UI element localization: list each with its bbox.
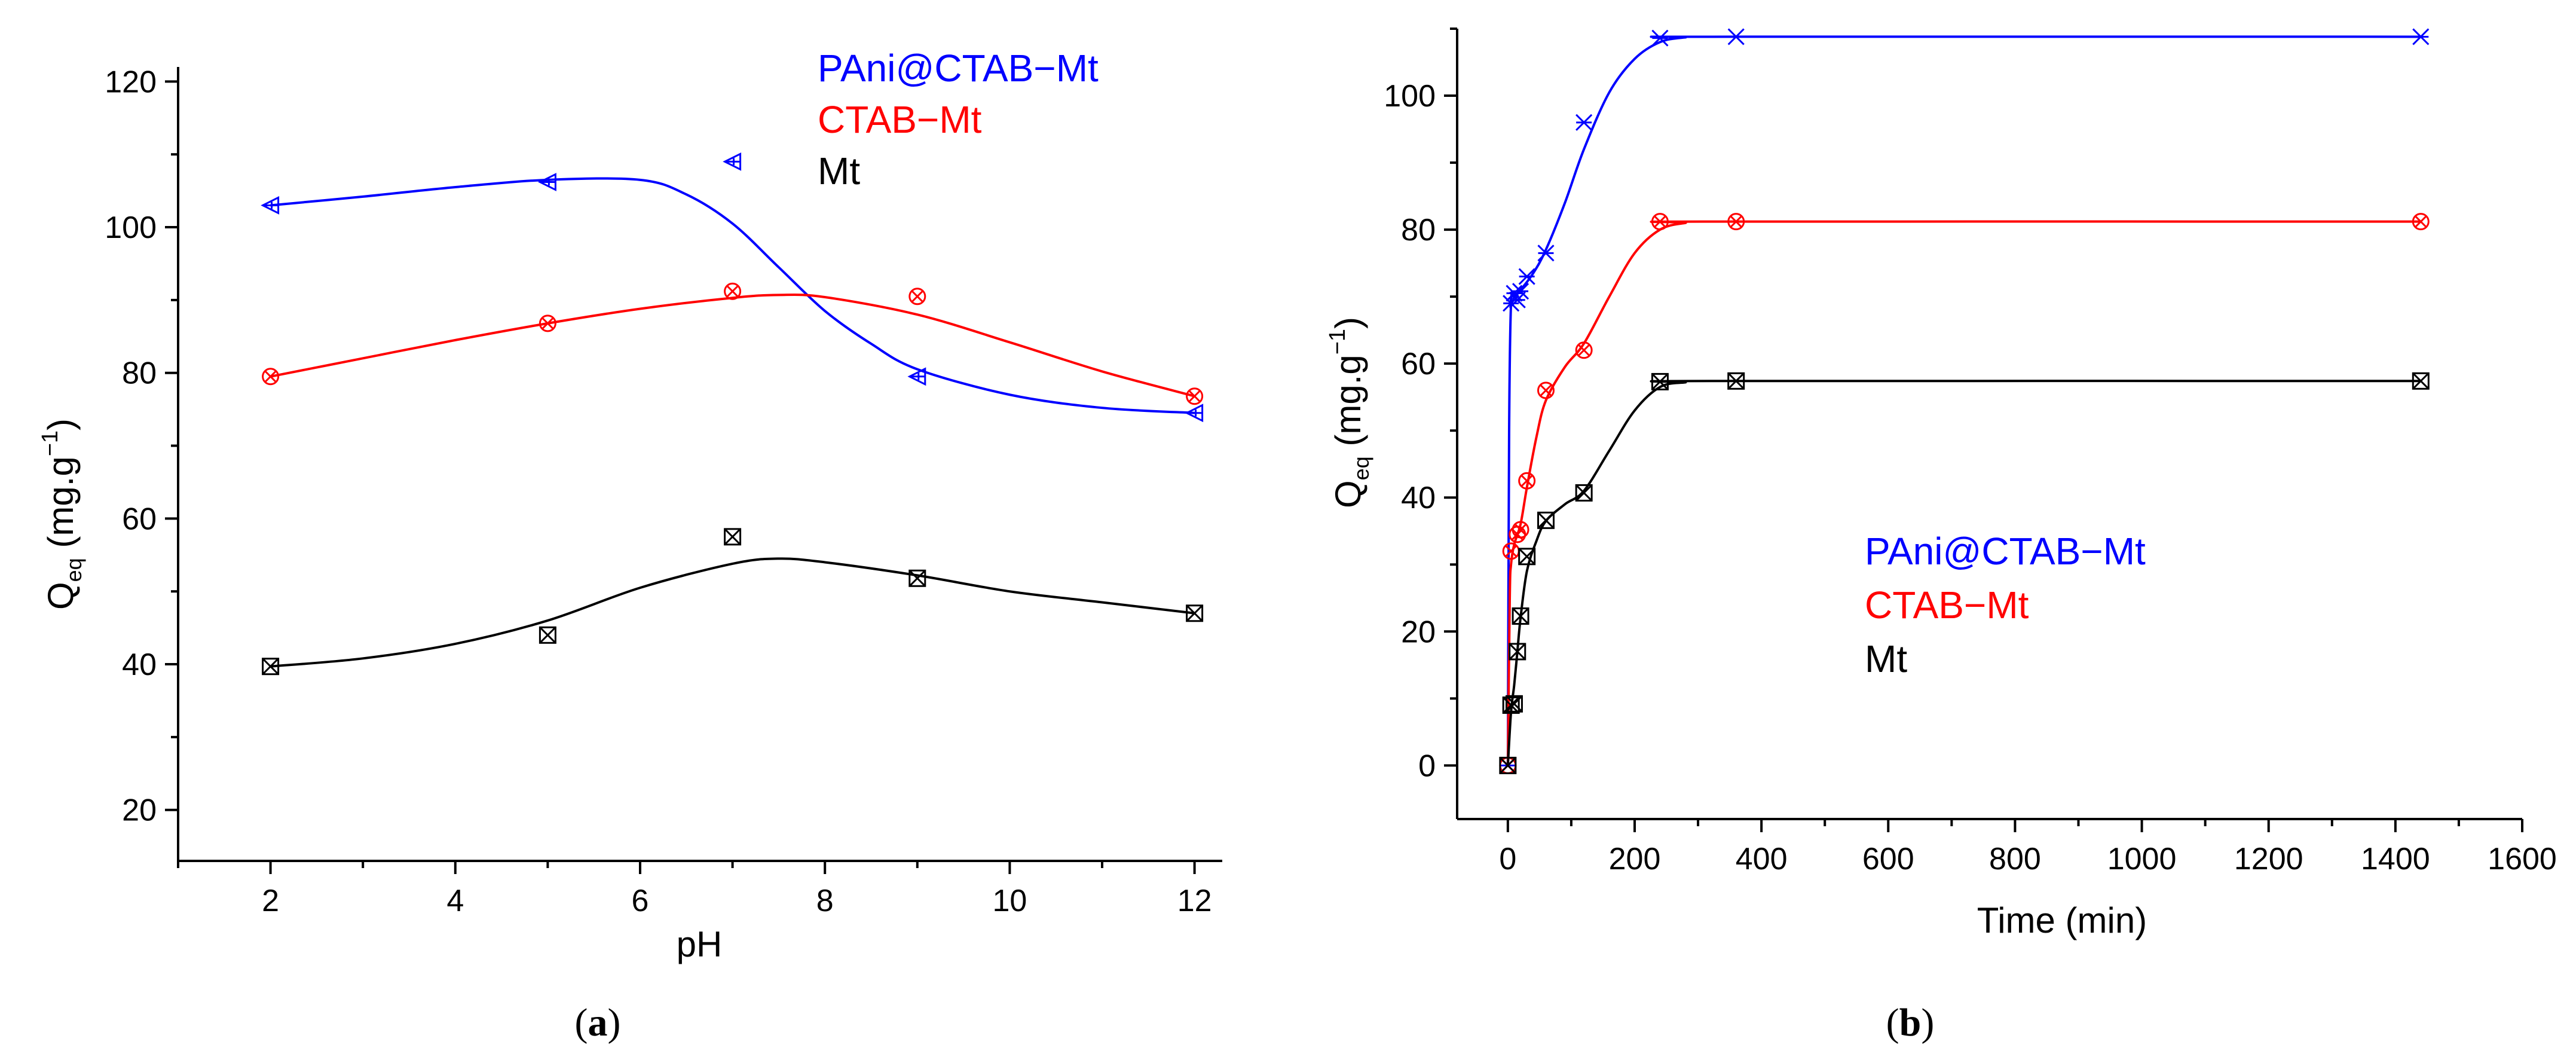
panel-b-point-ctab bbox=[1518, 472, 1536, 490]
panel-b-point-mt bbox=[1499, 756, 1517, 774]
panel-a-point-mt bbox=[539, 626, 556, 644]
panel-a-x-tick-label: 6 bbox=[632, 884, 649, 918]
panel-a-y-tick-label: 80 bbox=[122, 356, 157, 391]
panel-b-y-tick-label: 0 bbox=[1418, 749, 1436, 783]
panel-a-y-tick-label: 60 bbox=[122, 502, 157, 536]
panel-a-caption: (a) bbox=[575, 1001, 621, 1044]
panel-b-point-pani bbox=[1575, 114, 1593, 131]
panel-b-x-tick-label: 1200 bbox=[2234, 842, 2303, 876]
panel-b-point-mt bbox=[1512, 607, 1529, 625]
panel-a-point-pani bbox=[538, 173, 556, 191]
panel-b-point-pani bbox=[2412, 28, 2430, 45]
panel-b-fit-line-pani bbox=[1506, 35, 2421, 766]
panel-b-x-tick-label: 1000 bbox=[2107, 842, 2177, 876]
panel-b-legend-mt: Mt bbox=[1865, 637, 1907, 680]
panel-a-x-tick-label: 12 bbox=[1177, 884, 1212, 918]
panel-b-x-tick-label: 800 bbox=[1989, 842, 2041, 876]
panel-a-y-tick-label: 100 bbox=[105, 210, 157, 245]
panel-b-point-pani bbox=[1651, 29, 1669, 47]
panel-a-point-pani bbox=[723, 152, 742, 171]
panel-a-x-tick-label: 8 bbox=[816, 884, 834, 918]
panel-b-point-ctab bbox=[1575, 341, 1593, 359]
panel-b-y-tick-label: 40 bbox=[1401, 481, 1436, 515]
panel-b-point-pani bbox=[1512, 283, 1529, 300]
panel-a-fit-line-ctab bbox=[270, 293, 1195, 398]
panel-b-point-mt bbox=[1505, 695, 1523, 713]
panel-a-y-tick-label: 20 bbox=[122, 793, 157, 828]
panel-b-fit-curves bbox=[1506, 35, 2421, 766]
panel-b-point-ctab bbox=[1537, 381, 1555, 399]
panel-b-data-points bbox=[1499, 28, 2430, 774]
panel-a-chart: 2 4 6 8 10 12 20 40 60 80 100 120 pH Qeq (mg.g−1) P… bbox=[38, 47, 1222, 1044]
panel-b-y-tick-label: 80 bbox=[1401, 213, 1436, 248]
panel-a-legend-pani: PAni@CTAB−Mt bbox=[818, 47, 1099, 90]
panel-a-point-mt bbox=[262, 658, 280, 676]
panel-a-point-mt bbox=[1186, 604, 1204, 622]
panel-b-point-mt bbox=[1727, 372, 1745, 390]
panel-b-y-axis-label: Qeq (mg.g−1) bbox=[1325, 317, 1373, 508]
panel-b-point-mt bbox=[2412, 372, 2430, 390]
panel-b-x-tick-label: 400 bbox=[1736, 842, 1788, 876]
panel-b-x-tick-label: 0 bbox=[1499, 842, 1516, 876]
panel-b-point-ctab bbox=[2412, 213, 2430, 231]
panel-a-point-pani bbox=[1185, 404, 1204, 423]
panel-b-x-axis-label: Time (min) bbox=[1977, 900, 2147, 940]
panel-a-point-mt bbox=[908, 569, 926, 587]
panel-b-fit-line-mt bbox=[1506, 380, 2421, 766]
panel-a-point-ctab bbox=[1186, 387, 1204, 405]
panel-b-y-tick-label: 60 bbox=[1401, 347, 1436, 381]
panel-b-point-mt bbox=[1651, 372, 1669, 390]
panel-a-x-tick-label: 4 bbox=[446, 884, 464, 918]
panel-b-y-tick-label: 100 bbox=[1384, 79, 1436, 114]
panel-b-fit-line-ctab bbox=[1506, 220, 2421, 766]
panel-a-axes: 2 4 6 8 10 12 20 40 60 80 100 120 bbox=[105, 65, 1222, 918]
panel-a-y-axis-label: Qeq (mg.g−1) bbox=[38, 418, 86, 610]
panel-b-point-pani bbox=[1537, 245, 1555, 262]
panel-b-point-mt bbox=[1509, 643, 1526, 661]
panel-b-x-tick-label: 1600 bbox=[2488, 842, 2557, 876]
panel-a-x-tick-label: 2 bbox=[262, 884, 279, 918]
panel-a-y-tick-label: 120 bbox=[105, 65, 157, 99]
panel-a-fit-line-pani bbox=[270, 177, 1195, 414]
panel-a-data-points bbox=[261, 152, 1204, 676]
panel-a-legend-ctab: CTAB−Mt bbox=[818, 98, 982, 141]
panel-a-point-mt bbox=[724, 528, 742, 546]
panel-a-fit-curves bbox=[270, 177, 1195, 668]
panel-a-x-axis-label: pH bbox=[677, 924, 723, 964]
panel-a-y-tick-label: 40 bbox=[122, 647, 157, 682]
panel-a-point-ctab bbox=[539, 314, 556, 332]
panel-a-point-pani bbox=[261, 196, 280, 215]
panel-a-fit-line-mt bbox=[270, 557, 1195, 668]
panel-b-x-tick-label: 1400 bbox=[2361, 842, 2430, 876]
panel-a-point-ctab bbox=[908, 288, 926, 306]
panel-b-point-mt bbox=[1537, 511, 1555, 529]
panel-b-point-pani bbox=[1518, 268, 1535, 285]
panel-b-chart: 0 200 400 600 800 1000 1200 1400 1600 0 20 40 60 80 10… bbox=[1325, 28, 2557, 1044]
panel-b-y-tick-label: 20 bbox=[1401, 615, 1436, 649]
panel-b-point-pani bbox=[1509, 291, 1526, 308]
panel-a-point-ctab bbox=[262, 368, 280, 386]
panel-b-x-tick-label: 200 bbox=[1609, 842, 1661, 876]
panel-b-point-ctab bbox=[1512, 521, 1529, 539]
panel-a-legend-mt: Mt bbox=[818, 149, 860, 193]
panel-b-point-pani bbox=[1727, 28, 1745, 45]
panel-b-point-ctab bbox=[1651, 213, 1669, 231]
panel-b-legend-ctab: CTAB−Mt bbox=[1865, 584, 2029, 627]
panel-b-point-ctab bbox=[1727, 213, 1745, 231]
panel-b-point-mt bbox=[1575, 484, 1593, 502]
panel-a-point-pani bbox=[907, 367, 926, 386]
panel-b-x-tick-label: 600 bbox=[1862, 842, 1914, 876]
panel-b-caption: (b) bbox=[1886, 1001, 1935, 1044]
panel-b-point-mt bbox=[1518, 548, 1536, 566]
panel-a-point-ctab bbox=[724, 282, 742, 300]
panel-b-axes: 0 200 400 600 800 1000 1200 1400 1600 0 20 40 60 80 10… bbox=[1384, 28, 2557, 876]
panel-a-x-tick-label: 10 bbox=[992, 884, 1027, 918]
panel-b-legend-pani: PAni@CTAB−Mt bbox=[1865, 530, 2146, 573]
